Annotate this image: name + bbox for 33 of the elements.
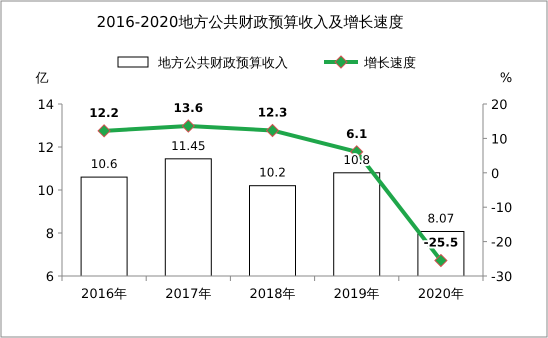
point [98,124,111,138]
y2-tick-label: -30 [491,270,512,285]
y-tick-label: 14 [37,98,54,113]
data-label: 6.1 [346,126,368,141]
data-label: 13.6 [173,101,204,116]
point [434,254,448,268]
y-tick-label: 10 [37,184,54,199]
x-tick-label: 2019年 [334,287,380,302]
y-tick-label: 8 [46,227,54,242]
x-tick-label: 2018年 [249,287,296,302]
data-label: 10.6 [90,157,118,172]
y-axis-title: 亿 [34,71,48,86]
y2-axis-title: % [500,71,512,86]
y-tick-label: 12 [37,141,54,156]
data-label: 12.2 [89,106,119,120]
y-tick-label: 6 [46,270,54,285]
x-tick-label: 2020年 [418,287,464,302]
y2-tick-label: 20 [491,98,508,113]
data-label: 8.07 [428,211,454,226]
data-label: 10.2 [259,166,286,180]
data-label: 11.45 [171,138,206,153]
x-tick-label: 2017年 [165,287,212,302]
y2-tick-label: 0 [491,166,500,182]
y2-tick-label: 10 [491,132,508,148]
legend-label: 地方公共财政预算收入 [157,55,288,71]
chart-title: 2016-2020地方公共财政预算收入及增长速度 [96,13,404,31]
x-tick-label: 2016年 [81,287,128,302]
y2-tick-label: -10 [491,201,512,216]
point [266,124,279,137]
legend-label: 增长速度 [363,55,416,71]
y2-tick-label: -20 [491,236,512,251]
point [182,120,195,133]
data-label: 12.3 [258,105,288,120]
